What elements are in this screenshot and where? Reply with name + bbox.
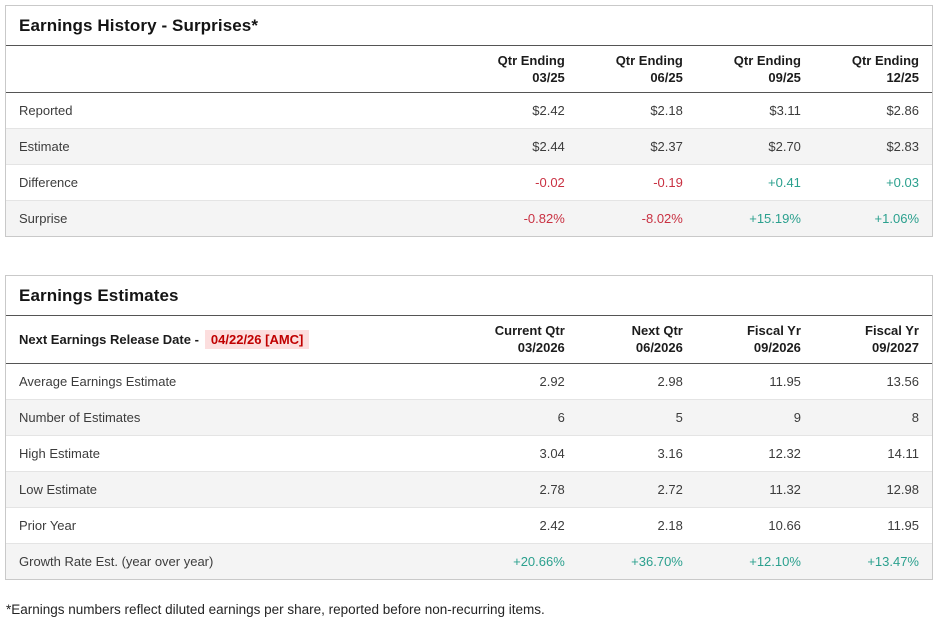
cell-value: 11.95 — [769, 373, 801, 389]
cell-value: +12.10% — [695, 542, 814, 579]
table-header-row: Qtr Ending 03/25 Qtr Ending 06/25 Qtr Ending… — [6, 44, 932, 94]
column-header: Fiscal Yr 09/2027 — [813, 315, 932, 364]
cell-value: 12.98 — [813, 470, 932, 508]
cell-value: $2.37 — [577, 128, 696, 165]
row-label: Low Estimate — [6, 470, 460, 508]
table-row: Reported $2.42 $2.18 $3.11 $2.86 — [6, 93, 932, 129]
cell-value: 6 — [459, 398, 578, 436]
cell-value: -0.19 — [577, 164, 696, 201]
cell-value: $2.86 — [886, 103, 919, 119]
cell-value: $2.42 — [532, 103, 565, 119]
table-row: Growth Rate Est. (year over year) +20.66%… — [6, 542, 932, 579]
cell-value: 12.32 — [695, 434, 814, 472]
column-header: Qtr Ending 03/25 — [459, 44, 578, 94]
table-row: Number of Estimates 6 5 9 8 — [6, 398, 932, 436]
release-date-badge: 04/22/26 [AMC] — [204, 329, 310, 349]
cell-value: 9 — [695, 398, 814, 436]
cell-value: +36.70% — [577, 542, 696, 579]
cell-value: 14.11 — [813, 434, 932, 472]
column-header: Fiscal Yr 09/2026 — [695, 315, 814, 364]
footnote: *Earnings numbers reflect diluted earnin… — [6, 601, 545, 617]
earnings-estimates-card: Earnings Estimates Next Earnings Release… — [5, 275, 933, 580]
cell-value: -8.02% — [577, 200, 696, 237]
cell-value: 13.56 — [886, 373, 919, 389]
cell-value: 3.16 — [577, 434, 696, 472]
earnings-estimates-table: Next Earnings Release Date - 04/22/26 [AM… — [6, 315, 932, 579]
cell-value: 2.92 — [539, 373, 565, 389]
row-label: Estimate — [6, 128, 460, 165]
cell-value: 10.66 — [695, 506, 814, 544]
row-label: High Estimate — [6, 434, 460, 472]
row-label: Difference — [6, 164, 460, 201]
earnings-estimates-title: Earnings Estimates — [19, 286, 179, 306]
cell-value: $2.44 — [459, 128, 578, 165]
table-header-row: Next Earnings Release Date - 04/22/26 [AM… — [6, 315, 932, 364]
row-label: Surprise — [6, 200, 460, 237]
row-label: Prior Year — [6, 506, 460, 544]
row-label: Number of Estimates — [6, 398, 460, 436]
cell-value: 2.18 — [577, 506, 696, 544]
cell-value: 11.32 — [695, 470, 814, 508]
cell-value: 2.42 — [459, 506, 578, 544]
earnings-history-title: Earnings History - Surprises* — [19, 16, 259, 35]
column-header-spacer — [6, 44, 460, 94]
table-row: Low Estimate 2.78 2.72 11.32 12.98 — [6, 470, 932, 508]
release-date-label: Next Earnings Release Date - — [19, 331, 199, 347]
cell-value: 2.78 — [459, 470, 578, 508]
cell-value: -0.82% — [459, 200, 578, 237]
release-date-cell: Next Earnings Release Date - 04/22/26 [AM… — [6, 315, 460, 364]
cell-value: +20.66% — [459, 542, 578, 579]
table-row: Prior Year 2.42 2.18 10.66 11.95 — [6, 506, 932, 544]
column-header: Next Qtr 06/2026 — [577, 315, 696, 364]
cell-value: $2.83 — [813, 128, 932, 165]
column-header: Qtr Ending 09/25 — [695, 44, 814, 94]
cell-value: 2.98 — [657, 373, 683, 389]
column-header: Current Qtr 03/2026 — [459, 315, 578, 364]
cell-value: 5 — [577, 398, 696, 436]
cell-value: $3.11 — [769, 103, 801, 119]
row-label: Growth Rate Est. (year over year) — [6, 542, 460, 579]
table-row: Average Earnings Estimate 2.92 2.98 11.95 13… — [6, 363, 932, 399]
row-label: Reported — [19, 103, 73, 119]
table-row: High Estimate 3.04 3.16 12.32 14.11 — [6, 434, 932, 472]
cell-value: 2.72 — [577, 470, 696, 508]
cell-value: 11.95 — [813, 506, 932, 544]
cell-value: -0.02 — [459, 164, 578, 201]
table-row: Estimate $2.44 $2.37 $2.70 $2.83 — [6, 128, 932, 165]
row-label: Average Earnings Estimate — [19, 373, 177, 389]
column-header: Qtr Ending 12/25 — [813, 44, 932, 94]
cell-value: +15.19% — [695, 200, 814, 237]
cell-value: $2.70 — [695, 128, 814, 165]
cell-value: +0.03 — [813, 164, 932, 201]
earnings-history-table: Qtr Ending 03/25 Qtr Ending 06/25 Qtr Ending… — [6, 44, 932, 237]
column-header: Qtr Ending 06/25 — [577, 44, 696, 94]
table-row: Surprise -0.82% -8.02% +15.19% +1.06% — [6, 200, 932, 237]
cell-value: +1.06% — [813, 200, 932, 237]
cell-value: $2.18 — [650, 103, 683, 119]
cell-value: 3.04 — [459, 434, 578, 472]
table-row: Difference -0.02 -0.19 +0.41 +0.03 — [6, 164, 932, 201]
cell-value: +13.47% — [813, 542, 932, 579]
cell-value: 8 — [813, 398, 932, 436]
earnings-history-card: Earnings History - Surprises* Qtr Ending… — [5, 5, 933, 238]
cell-value: +0.41 — [695, 164, 814, 201]
